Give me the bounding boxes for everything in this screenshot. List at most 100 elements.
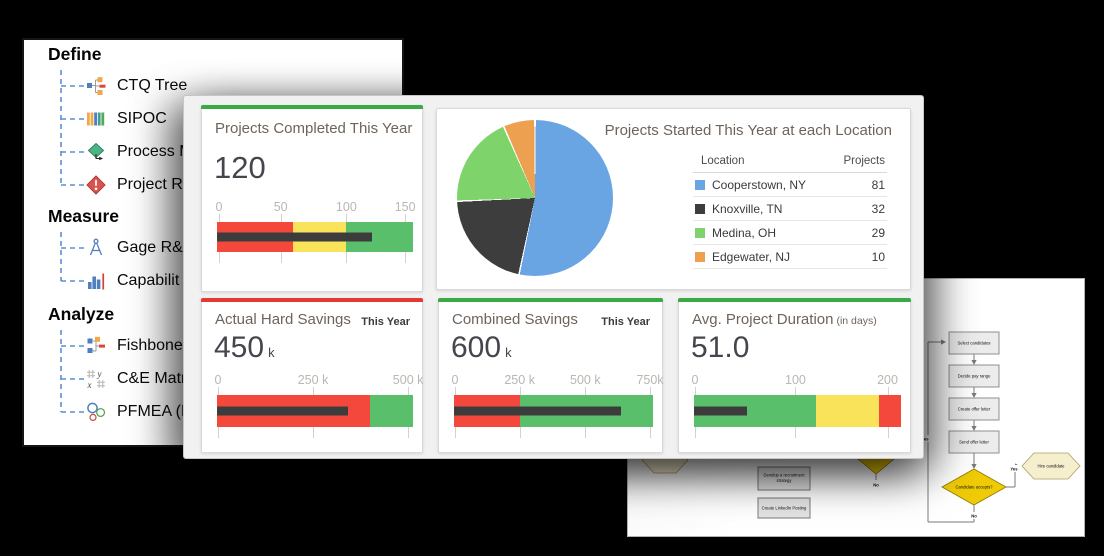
arrowhead-icon (971, 393, 977, 398)
legend-swatch-icon (695, 227, 705, 238)
axis-tick-mark (405, 214, 407, 222)
tree-item-label: Project R (117, 176, 183, 193)
card-title: Projects Started This Year at each Locat… (604, 122, 892, 139)
axis-tick-mark (650, 427, 651, 438)
arrowhead-icon (941, 339, 946, 345)
bullet-zone (369, 395, 413, 427)
axis-tick-label: 250 k (297, 373, 329, 387)
fishbone-icon (86, 336, 106, 356)
ctq-tree-icon (86, 76, 106, 96)
period-label: This Year (601, 316, 650, 328)
flow-decision-diamond[interactable] (941, 468, 1007, 506)
axis-tick-mark (795, 387, 797, 395)
bullet-zone (816, 395, 880, 427)
flow-box-label: Develop a recruitment (764, 473, 806, 478)
axis-tick-label: 750k (636, 373, 664, 387)
bullet-track (694, 387, 901, 438)
axis-tick-label: 50 (273, 200, 288, 214)
tree-item-project-r[interactable]: Project R (80, 172, 400, 198)
axis-tick-mark (405, 252, 407, 263)
bullet-zone (879, 395, 901, 427)
legend-location: Edgewater, NJ (712, 249, 791, 264)
flow-process-box[interactable] (757, 466, 811, 491)
bullet-chart-duration: 0 100 200 (692, 373, 901, 438)
legend-row[interactable]: Cooperstown, NY 81 (693, 173, 887, 197)
axis-tick-mark (585, 387, 587, 395)
tree-item-label: PFMEA (P (117, 403, 192, 420)
flow-branch-label: No (971, 514, 977, 519)
legend-row[interactable]: Edgewater, NJ 10 (693, 245, 887, 269)
bullet-axis-labels: 0 250 k 500 k 750k (451, 373, 664, 388)
pie-chart[interactable] (457, 120, 613, 276)
tree-section-analyze: Analyze (48, 304, 115, 324)
flow-box-label: Select candidates (957, 341, 990, 346)
flow-process-box[interactable] (948, 397, 1000, 421)
bullet-chart-projects-completed: 0 50 100 150 (215, 200, 416, 263)
card-actual-hard-savings[interactable]: Actual Hard Savings This Year 450 k 0 250 … (201, 298, 423, 453)
tree-item-process-m[interactable]: Process M (80, 139, 400, 165)
flow-process-box[interactable] (757, 497, 811, 519)
flow-label-halo (1008, 465, 1020, 472)
axis-tick-label: 0 (451, 373, 459, 387)
bullet-chart-hard-savings: 0 250 k 500 k (214, 373, 423, 438)
legend-location: Cooperstown, NY (712, 177, 807, 192)
legend-row[interactable]: Knoxville, TN 32 (693, 197, 887, 221)
axis-tick-label: 100 (784, 373, 806, 387)
card-combined-savings[interactable]: Combined Savings This Year 600 k 0 250 k 50… (438, 298, 664, 453)
pie-legend: Location Projects Cooperstown, NY 81 Knoxv… (693, 155, 887, 269)
legend-swatch-icon (695, 203, 705, 214)
metric-value: 450 k (214, 331, 275, 364)
flow-terminator-hexagon[interactable] (1021, 452, 1081, 480)
axis-tick-mark (313, 427, 315, 438)
metric-value: 51.0 (691, 331, 750, 364)
flow-process-box[interactable] (948, 364, 1000, 388)
status-accent-bar (678, 298, 911, 302)
status-accent-bar (201, 298, 423, 302)
tree-item-capabilit[interactable]: Capabilit (80, 268, 400, 294)
legend-location: Medina, OH (712, 225, 777, 240)
axis-tick-mark (346, 252, 348, 263)
axis-tick-mark (454, 427, 456, 438)
tree-item-gage-r-r[interactable]: Gage R&R (80, 235, 400, 261)
tree-item-ctq-tree[interactable]: CTQ Tree (80, 73, 400, 99)
axis-tick-mark (218, 252, 220, 263)
axis-tick-mark (795, 427, 797, 438)
card-avg-project-duration[interactable]: Avg. Project Duration (in days) 51.0 0 100… (678, 298, 911, 453)
gage-rr-icon (86, 238, 106, 258)
flow-process-box[interactable] (948, 331, 1000, 355)
card-title: Combined Savings (452, 311, 578, 328)
tree-item-sipoc[interactable]: SIPOC (80, 106, 400, 132)
flow-diamond-label: Candidate accepts? (955, 485, 993, 490)
card-projects-by-location[interactable]: Projects Started This Year at each Locat… (436, 108, 911, 290)
process-map-icon (86, 142, 106, 162)
arrowhead-icon (971, 426, 977, 431)
status-accent-bar (201, 105, 423, 109)
tree-section-define: Define (48, 44, 102, 64)
legend-value: 81 (871, 177, 885, 192)
tree-item-label: Gage R&R (117, 239, 195, 256)
flow-box-label: Create LinkedIn Posting (762, 506, 807, 511)
axis-tick-label: 500 k (392, 373, 424, 387)
arrowhead-icon (971, 464, 977, 469)
tree-item-c-e-matr[interactable]: y x C&E Matr (80, 366, 400, 392)
flow-branch-label: Yes (921, 437, 929, 442)
legend-row[interactable]: Medina, OH 29 (693, 221, 887, 245)
tree-item-label: CTQ Tree (117, 77, 188, 94)
svg-text:y: y (97, 369, 102, 379)
bullet-axis-labels: 0 250 k 500 k (214, 373, 423, 388)
flow-process-box[interactable] (948, 430, 1000, 454)
flow-hexagon-label: Hire candidate (1037, 464, 1065, 469)
project-risk-icon (86, 175, 106, 195)
tree-item-fishbone[interactable]: Fishbone (80, 333, 400, 359)
axis-tick-label: 0 (214, 373, 222, 387)
axis-tick-mark (408, 427, 410, 438)
card-projects-completed[interactable]: Projects Completed This Year 120 0 50 100 1… (201, 105, 423, 292)
tree-item-pfmea-p[interactable]: PFMEA (P (80, 399, 400, 425)
flow-box-label: Send offer letter (959, 440, 989, 445)
bullet-measure-bar (454, 406, 622, 416)
pfmea-icon (86, 402, 106, 422)
flow-box-label: Create offer letter (958, 407, 991, 412)
tree-item-label: C&E Matr (117, 370, 187, 387)
legend-value: 29 (871, 225, 885, 240)
